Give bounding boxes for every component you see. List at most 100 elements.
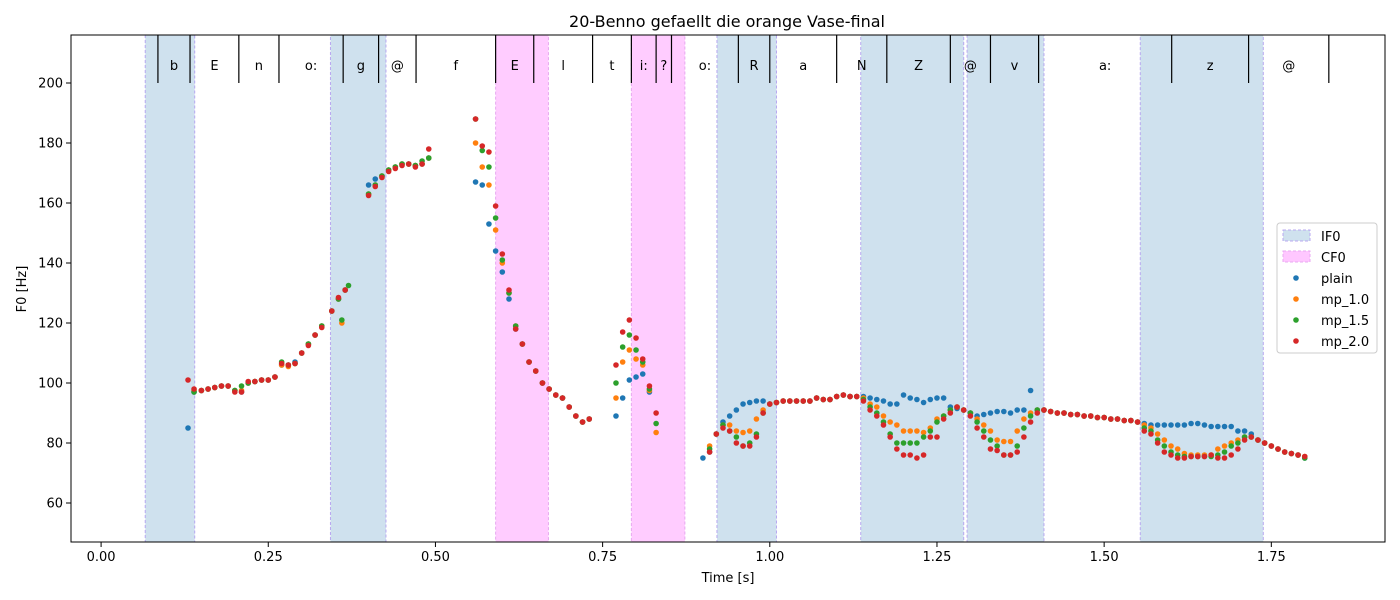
- legend-label: mp_1.5: [1321, 314, 1369, 329]
- point-mp_2.0: [880, 422, 887, 428]
- point-mp_2.0: [1281, 449, 1288, 455]
- point-mp_1.5: [994, 443, 1000, 449]
- point-mp_2.0: [927, 434, 934, 440]
- point-plain: [987, 410, 994, 416]
- phone-label: a:: [1099, 59, 1111, 74]
- point-mp_2.0: [372, 183, 379, 190]
- phone-label: a: [799, 59, 807, 74]
- y-axis-label: F0 [Hz]: [15, 266, 30, 313]
- point-mp_2.0: [586, 416, 593, 422]
- point-mp_2.0: [1228, 452, 1234, 458]
- point-mp_2.0: [258, 377, 265, 383]
- point-mp_2.0: [793, 398, 800, 404]
- y-tick-label: 180: [38, 137, 63, 152]
- point-mp_2.0: [873, 413, 880, 419]
- point-mp_1.5: [934, 419, 940, 425]
- point-mp_2.0: [1081, 413, 1087, 419]
- y-axis: 60 80 100 120 140 160 180 200: [38, 77, 71, 512]
- point-mp_2.0: [265, 377, 272, 383]
- phone-label: @: [964, 59, 977, 74]
- point-mp_2.0: [479, 143, 486, 149]
- point-mp_2.0: [419, 161, 425, 167]
- point-mp_2.0: [653, 410, 659, 416]
- point-mp_2.0: [827, 396, 833, 403]
- point-mp_1.5: [339, 317, 345, 323]
- point-mp_2.0: [486, 149, 492, 155]
- point-mp_2.0: [1295, 452, 1301, 458]
- point-plain: [1194, 420, 1201, 427]
- phone-label: E: [210, 59, 218, 74]
- point-mp_2.0: [1007, 452, 1014, 458]
- phone-label: E: [511, 59, 519, 74]
- point-plain: [479, 182, 486, 188]
- point-mp_2.0: [1067, 411, 1074, 418]
- phone-label: g: [357, 59, 365, 74]
- point-plain: [492, 248, 499, 254]
- point-mp_2.0: [425, 146, 432, 152]
- point-plain: [907, 395, 914, 401]
- point-mp_2.0: [920, 452, 927, 458]
- legend-swatch-cf0: [1282, 250, 1311, 263]
- point-mp_2.0: [1148, 431, 1154, 437]
- point-mp_2.0: [954, 404, 960, 410]
- point-mp_2.0: [392, 165, 399, 172]
- point-plain: [726, 413, 733, 419]
- point-plain: [1201, 422, 1208, 428]
- point-mp_2.0: [900, 452, 907, 458]
- point-mp_2.0: [780, 398, 786, 404]
- point-mp_2.0: [532, 368, 539, 374]
- point-mp_2.0: [492, 203, 499, 209]
- point-mp_1.0: [1215, 446, 1221, 452]
- point-mp_2.0: [1054, 410, 1061, 416]
- region-if0: [144, 34, 196, 543]
- point-mp_2.0: [506, 287, 512, 293]
- phone-label: n: [255, 59, 263, 74]
- point-mp_1.5: [927, 428, 934, 434]
- point-mp_2.0: [967, 413, 974, 419]
- point-mp_2.0: [887, 434, 893, 440]
- point-mp_1.5: [894, 440, 900, 446]
- y-tick-label: 60: [46, 497, 63, 512]
- point-mp_1.5: [900, 440, 907, 446]
- point-mp_2.0: [285, 362, 292, 368]
- point-mp_2.0: [740, 443, 746, 449]
- point-mp_2.0: [746, 443, 753, 449]
- legend-label: plain: [1321, 272, 1353, 287]
- point-mp_1.0: [894, 422, 900, 428]
- point-mp_2.0: [1034, 410, 1041, 416]
- point-mp_2.0: [1027, 419, 1034, 425]
- region-if0: [329, 34, 387, 543]
- point-mp_2.0: [639, 356, 646, 362]
- point-mp_2.0: [1134, 419, 1141, 425]
- point-mp_1.5: [920, 434, 927, 440]
- point-mp_2.0: [252, 378, 258, 385]
- point-mp_1.0: [633, 356, 639, 362]
- point-mp_1.5: [1228, 443, 1234, 449]
- point-mp_1.5: [1021, 425, 1027, 431]
- point-plain: [753, 398, 760, 404]
- point-mp_2.0: [1174, 455, 1181, 461]
- point-plain: [1001, 408, 1007, 415]
- point-plain: [1228, 423, 1234, 430]
- point-mp_2.0: [753, 434, 760, 440]
- point-mp_2.0: [573, 413, 579, 419]
- point-plain: [1168, 422, 1174, 428]
- point-mp_1.0: [887, 419, 893, 425]
- point-mp_2.0: [1161, 449, 1168, 455]
- y-tick-label: 160: [38, 197, 63, 212]
- point-mp_2.0: [613, 362, 619, 368]
- point-plain: [873, 396, 880, 403]
- point-mp_1.5: [492, 215, 499, 221]
- point-plain: [639, 371, 646, 377]
- point-plain: [506, 296, 512, 302]
- point-mp_2.0: [1181, 455, 1188, 461]
- point-mp_1.5: [987, 437, 994, 443]
- point-mp_2.0: [546, 386, 552, 392]
- region-cf0: [630, 34, 686, 543]
- point-plain: [867, 395, 873, 401]
- point-mp_2.0: [342, 287, 348, 293]
- phone-label: @: [1282, 59, 1295, 74]
- point-mp_2.0: [312, 332, 318, 338]
- point-mp_2.0: [1061, 410, 1067, 416]
